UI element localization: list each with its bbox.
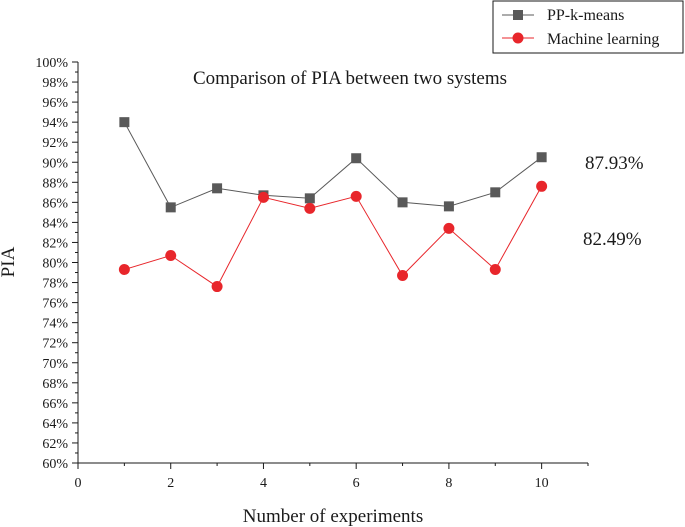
y-tick-label: 84% [42,216,68,231]
legend-label-machine-learning: Machine learning [547,31,659,48]
y-ticks: 60% 62% 64% 66% 68% 70% 72% 74% 76% 78% 80% 82% 84% 8… [35,56,78,472]
series-layer [118,117,548,293]
y-tick-label: 70% [42,357,68,372]
y-tick-label: 64% [42,417,68,432]
annotation-machine-learning: 82.49% [583,229,642,250]
x-ticks: 0 2 4 6 8 10 [75,463,589,491]
y-tick-label: 96% [42,96,68,111]
data-point-machine-learning [536,180,548,192]
x-axis-title: Number of experiments [243,506,423,527]
y-tick-label: 82% [42,236,68,251]
series-line-machine-learning [124,186,543,288]
data-point-machine-learning [489,264,501,276]
series-line-pp-k-means [123,121,542,209]
axes [77,62,588,464]
y-axis-title: PIA [0,246,19,277]
y-tick-label: 80% [42,257,68,272]
legend: PP-k-means Machine learning [492,0,684,54]
y-tick-label: 88% [42,176,68,191]
y-tick-label: 86% [42,196,68,211]
x-tick-label: 2 [167,476,174,491]
x-tick-label: 10 [535,476,549,491]
data-point-pp-k-means [304,193,315,204]
data-point-pp-k-means [490,187,501,198]
data-point-machine-learning [397,270,409,282]
data-point-machine-learning [304,202,316,214]
y-tick-label: 98% [42,76,68,91]
data-point-pp-k-means [212,183,223,194]
y-tick-label: 68% [42,377,68,392]
data-point-pp-k-means [119,117,130,128]
y-tick-label: 78% [42,277,68,292]
legend-label-pp-k-means: PP-k-means [547,7,624,24]
x-tick-label: 6 [353,476,360,491]
data-point-machine-learning [350,190,362,202]
legend-marker-pp-k-means [513,10,523,20]
y-tick-label: 100% [35,56,68,71]
data-point-machine-learning [443,222,455,234]
data-point-pp-k-means [351,153,362,164]
annotation-pp-k-means: 87.93% [585,153,644,174]
data-point-pp-k-means [165,202,176,213]
y-tick-label: 62% [42,437,68,452]
legend-box [492,0,684,54]
x-tick-label: 0 [75,476,82,491]
data-point-machine-learning [118,264,130,276]
y-tick-label: 60% [42,457,68,472]
x-tick-label: 8 [445,476,452,491]
data-point-pp-k-means [536,152,547,163]
y-tick-label: 66% [42,397,68,412]
data-point-machine-learning [211,281,223,293]
data-point-machine-learning [165,249,177,261]
legend-marker-machine-learning [512,32,524,44]
y-tick-label: 90% [42,156,68,171]
y-tick-label: 92% [42,136,68,151]
data-point-pp-k-means [443,201,454,212]
chart-title: Comparison of PIA between two systems [193,68,507,89]
data-point-machine-learning [257,191,269,203]
y-tick-label: 94% [42,116,68,131]
data-point-pp-k-means [397,197,408,208]
y-tick-label: 72% [42,337,68,352]
x-tick-label: 4 [260,476,267,491]
y-tick-label: 74% [42,317,68,332]
y-tick-label: 76% [42,297,68,312]
